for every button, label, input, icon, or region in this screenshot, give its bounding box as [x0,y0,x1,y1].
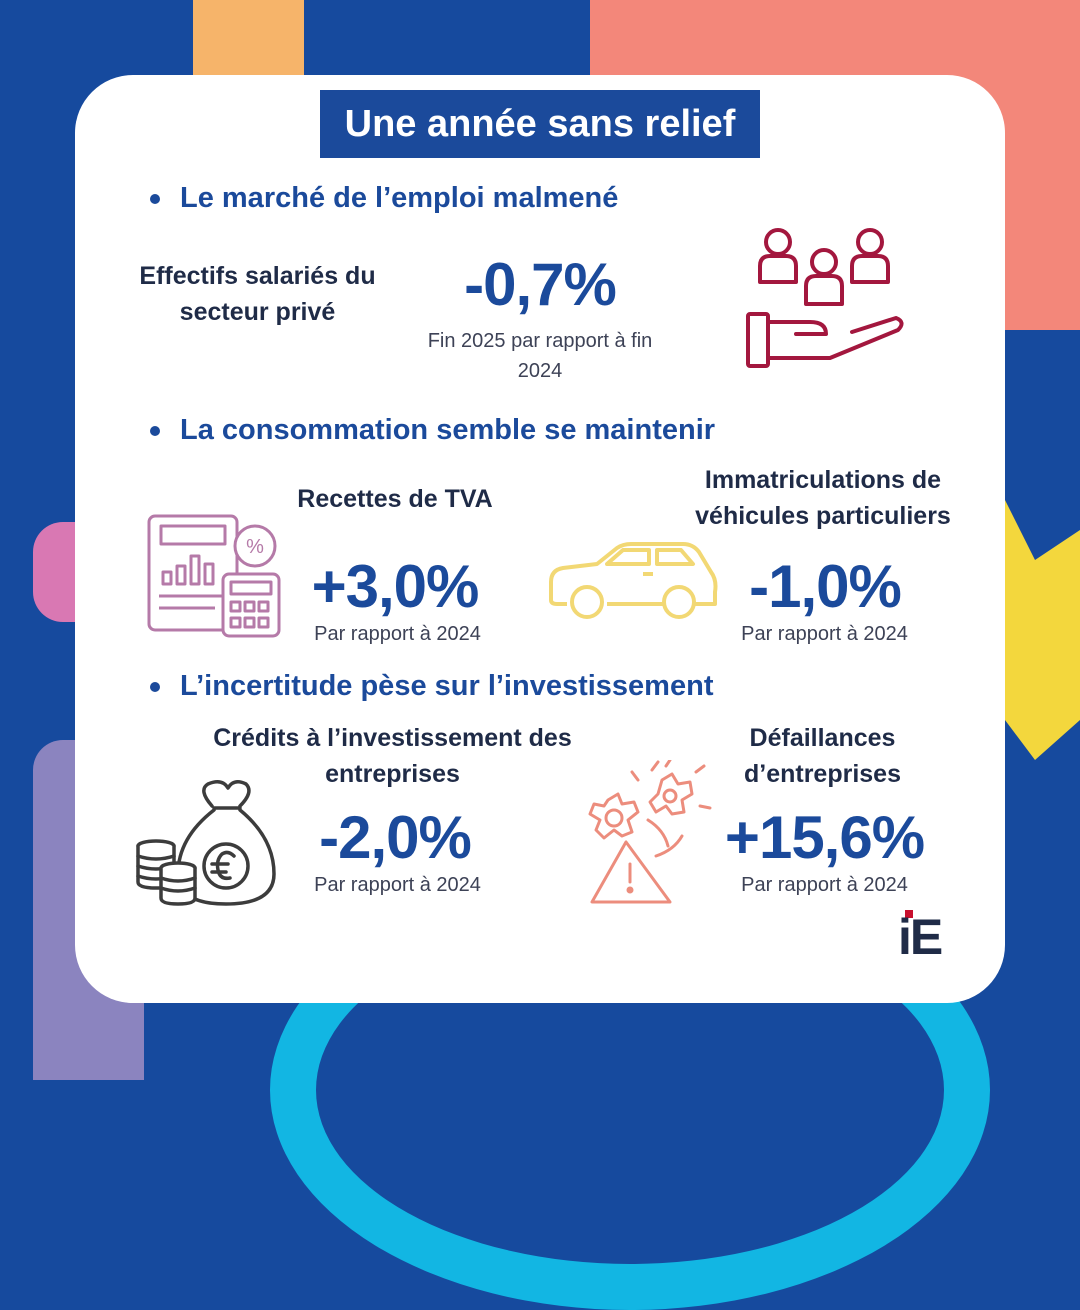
stat-note-credits: Par rapport à 2024 [314,874,481,896]
logo-dot-icon [905,910,913,918]
bullet-icon [150,193,160,204]
decor-yellow-chevron [990,470,1080,760]
stat-value-vat: +3,0% [311,553,480,620]
svg-text:%: % [246,536,264,558]
stat-note-failures: Par rapport à 2024 [741,874,908,896]
stat-value-failures: +15,6% [724,804,925,871]
section-heading-text: La consommation semble se maintenir [180,414,716,446]
calculator-chart-icon: % [147,514,281,638]
stat-note-employees: Fin 2025 par rapport à fin 2024 [427,330,653,382]
section-heading-text: Le marché de l’emploi malmené [180,182,619,214]
stat-label-cars: Immatriculations de véhicules particulie… [695,466,951,530]
stat-label-employees: Effectifs salariés du secteur privé [139,262,376,326]
stat-note-vat: Par rapport à 2024 [314,623,481,645]
section-heading-employment: Le marché de l’emploi malmené [150,182,618,215]
section-heading-investment: L’incertitude pèse sur l’investissement [150,670,713,703]
logo-text: iE [898,909,943,965]
bullet-icon [150,425,160,436]
broken-gear-warning-icon [588,760,712,904]
bullet-icon [150,681,160,692]
section-heading-text: L’incertitude pèse sur l’investissement [180,670,714,702]
money-bag-euro-icon [136,780,276,906]
stat-value-employees: -0,7% [464,251,617,318]
stat-label-failures: Défaillances d’entreprises [743,724,901,788]
stat-value-credits: -2,0% [319,804,472,871]
content-card [75,75,1005,1003]
stat-label-vat: Recettes de TVA [297,485,493,513]
car-icon [549,542,718,619]
logo: iE [898,908,958,966]
stat-value-cars: -1,0% [749,553,902,620]
people-in-hand-icon [746,228,904,368]
stat-note-cars: Par rapport à 2024 [741,623,908,645]
section-heading-consumption: La consommation semble se maintenir [150,414,715,447]
page-title: Une année sans relief [320,90,760,158]
stat-label-credits: Crédits à l’investissement des entrepris… [213,724,572,788]
